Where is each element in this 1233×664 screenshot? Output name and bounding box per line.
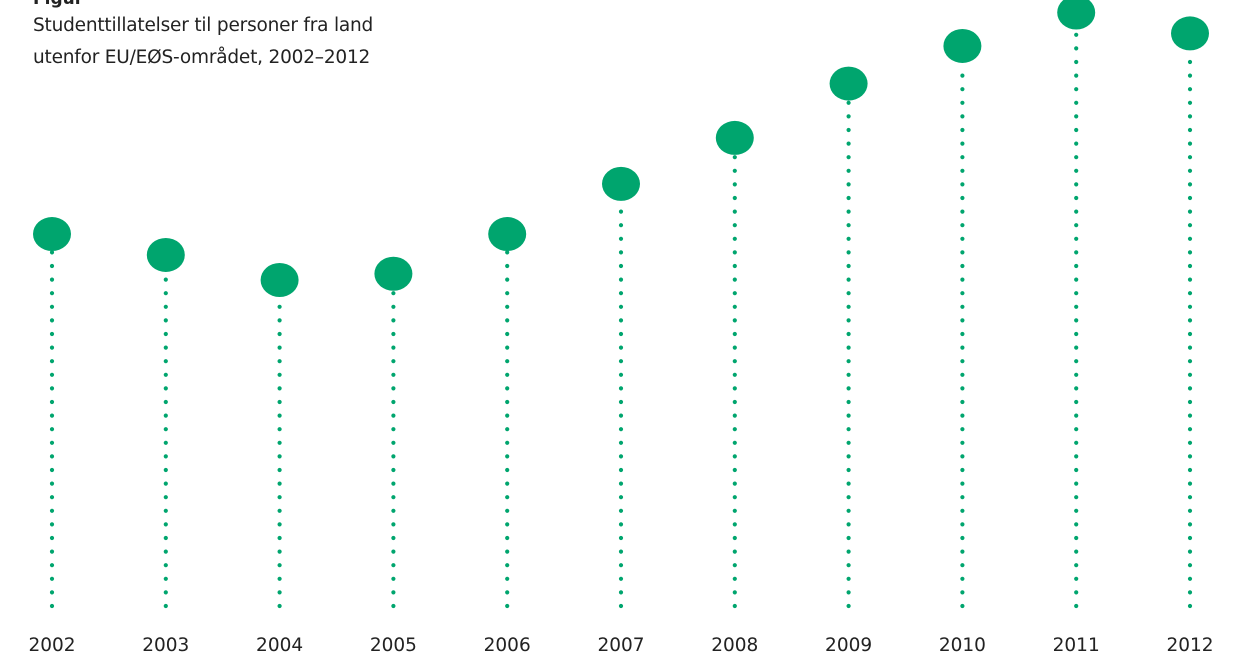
x-tick-label-2003: 2003 [142,635,189,656]
x-tick-label-2005: 2005 [370,635,417,656]
dot-2004 [260,263,299,298]
dot-2009 [829,66,868,101]
dot-2008 [715,120,754,155]
x-tick-label-2007: 2007 [597,635,644,656]
x-tick-label-2011: 2011 [1053,635,1100,656]
dots-layer [33,0,1209,298]
x-axis: 2002 2003 2004 2005 2006 2007 2008 2009 2010 2011… [28,635,1213,656]
dot-2005 [374,256,413,291]
stems-layer [49,28,1193,609]
figure-label: Figur [33,0,393,10]
figure-heading: Figur Studenttillatelser til personer fr… [33,0,393,74]
dot-2011 [1057,0,1096,30]
x-tick-label-2004: 2004 [256,635,303,656]
x-tick-label-2006: 2006 [484,635,531,656]
dot-2010 [943,28,982,63]
x-tick-label-2008: 2008 [711,635,758,656]
dot-2002 [33,217,71,252]
dot-2006 [488,217,527,252]
x-tick-label-2009: 2009 [825,635,872,656]
x-tick-label-2012: 2012 [1166,635,1213,656]
dot-2007 [602,166,640,201]
dot-2003 [146,237,185,272]
x-tick-label-2002: 2002 [28,635,75,656]
dot-2012 [1171,16,1209,51]
x-tick-label-2010: 2010 [939,635,986,656]
chart-title: Studenttillatelser til personer fra land… [33,15,374,68]
